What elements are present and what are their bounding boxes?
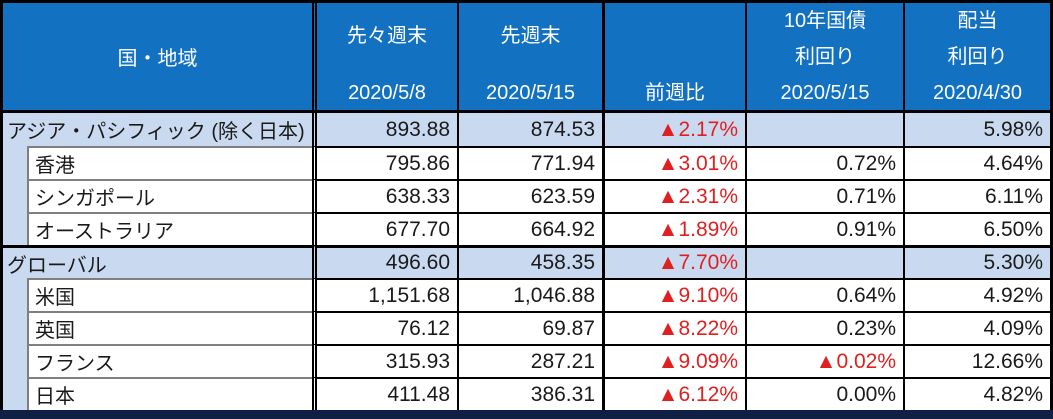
country-label: シンガポール (27, 179, 312, 212)
prev2-value: 315.93 (312, 344, 457, 377)
prev2-value: 411.48 (312, 377, 457, 410)
bond-yield-value: ▲0.02% (745, 344, 903, 377)
wow-change-value: ▲9.10% (602, 278, 745, 311)
dividend-yield-value: 4.64% (903, 146, 1050, 179)
header-10y-bond-yield-line2: 利回り (795, 46, 855, 68)
country-label-cell: オーストラリア (3, 212, 312, 245)
wow-change-value: ▲6.12% (602, 377, 745, 410)
country-row-france: フランス 315.93 287.21 ▲9.09% ▲0.02% 12.66% (3, 344, 1050, 377)
dividend-yield-value: 12.66% (903, 344, 1050, 377)
dividend-yield-value: 5.30% (903, 245, 1050, 278)
prev1-value: 386.31 (457, 377, 602, 410)
header-dividend-yield-date: 2020/4/30 (933, 82, 1022, 104)
country-label: 米国 (27, 278, 312, 311)
dividend-yield-value: 5.98% (903, 113, 1050, 146)
country-label: 英国 (27, 311, 312, 344)
country-label: グローバル (3, 245, 312, 278)
country-label: オーストラリア (27, 212, 312, 245)
country-label-cell: 日本 (3, 377, 312, 410)
country-label-cell: フランス (3, 344, 312, 377)
country-label: 日本 (27, 377, 312, 410)
header-10y-bond-yield-line1: 10年国債 (783, 10, 867, 32)
country-row-usa: 米国 1,151.68 1,046.88 ▲9.10% 0.64% 4.92% (3, 278, 1050, 311)
bond-yield-value (745, 245, 903, 278)
header-10y-bond-yield: 10年国債 利回り 2020/5/15 (745, 3, 903, 110)
bond-yield-value: 0.64% (745, 278, 903, 311)
country-label-cell: 米国 (3, 278, 312, 311)
dividend-yield-value: 6.50% (903, 212, 1050, 245)
bond-yield-value: 0.71% (745, 179, 903, 212)
header-last-week: 先週末 2020/5/15 (457, 3, 602, 110)
country-row-singapore: シンガポール 638.33 623.59 ▲2.31% 0.71% 6.11% (3, 179, 1050, 212)
table-header-row: 国・地域 先々週末 2020/5/8 先週末 2020/5/15 前週比 10年… (3, 3, 1050, 113)
header-wow-change: 前週比 (602, 3, 745, 110)
country-label-cell: 香港 (3, 146, 312, 179)
bond-yield-value: 0.91% (745, 212, 903, 245)
prev1-value: 287.21 (457, 344, 602, 377)
wow-change-value: ▲2.17% (602, 113, 745, 146)
header-last-week-label: 先週末 (500, 25, 561, 47)
prev1-value: 458.35 (457, 245, 602, 278)
header-dividend-yield-line2: 利回り (947, 46, 1008, 68)
prev2-value: 496.60 (312, 245, 457, 278)
header-week-before-last-date: 2020/5/8 (348, 82, 426, 104)
country-row-hong-kong: 香港 795.86 771.94 ▲3.01% 0.72% 4.64% (3, 146, 1050, 179)
prev1-value: 664.92 (457, 212, 602, 245)
dividend-yield-value: 4.09% (903, 311, 1050, 344)
wow-change-value: ▲1.89% (602, 212, 745, 245)
prev1-value: 874.53 (457, 113, 602, 146)
prev1-value: 771.94 (457, 146, 602, 179)
prev2-value: 677.70 (312, 212, 457, 245)
prev2-value: 1,151.68 (312, 278, 457, 311)
prev1-value: 1,046.88 (457, 278, 602, 311)
dividend-yield-value: 6.11% (903, 179, 1050, 212)
header-dividend-yield: 配当 利回り 2020/4/30 (903, 3, 1050, 110)
header-10y-bond-yield-date: 2020/5/15 (780, 82, 870, 104)
prev1-value: 623.59 (457, 179, 602, 212)
wow-change-value: ▲7.70% (602, 245, 745, 278)
header-week-before-last: 先々週末 2020/5/8 (312, 3, 457, 110)
prev2-value: 795.86 (312, 146, 457, 179)
country-label: アジア・パシフィック (除く日本) (3, 113, 312, 146)
country-label-cell: シンガポール (3, 179, 312, 212)
country-label: 香港 (27, 146, 312, 179)
prev2-value: 76.12 (312, 311, 457, 344)
group-row-asia-pacific: アジア・パシフィック (除く日本) 893.88 874.53 ▲2.17% 5… (3, 113, 1050, 146)
header-last-week-date: 2020/5/15 (486, 82, 575, 104)
dividend-yield-value: 4.92% (903, 278, 1050, 311)
header-wow-change-label: 前週比 (645, 82, 705, 104)
header-country: 国・地域 (3, 3, 312, 110)
country-row-australia: オーストラリア 677.70 664.92 ▲1.89% 0.91% 6.50% (3, 212, 1050, 245)
wow-change-value: ▲8.22% (602, 311, 745, 344)
prev1-value: 69.87 (457, 311, 602, 344)
bottom-accent-bar (0, 410, 1053, 419)
dividend-yield-value: 4.82% (903, 377, 1050, 410)
country-row-japan: 日本 411.48 386.31 ▲6.12% 0.00% 4.82% (3, 377, 1050, 410)
wow-change-value: ▲3.01% (602, 146, 745, 179)
bond-yield-value: 0.23% (745, 311, 903, 344)
table-body: 国・地域 先々週末 2020/5/8 先週末 2020/5/15 前週比 10年… (0, 0, 1053, 410)
country-label: フランス (27, 344, 312, 377)
bond-yield-value: 0.72% (745, 146, 903, 179)
prev2-value: 893.88 (312, 113, 457, 146)
header-week-before-last-label: 先々週末 (347, 25, 427, 47)
country-label-cell: 英国 (3, 311, 312, 344)
country-row-uk: 英国 76.12 69.87 ▲8.22% 0.23% 4.09% (3, 311, 1050, 344)
wow-change-value: ▲9.09% (602, 344, 745, 377)
group-row-global: グローバル 496.60 458.35 ▲7.70% 5.30% (3, 245, 1050, 278)
header-dividend-yield-line1: 配当 (957, 10, 998, 32)
header-country-label: 国・地域 (117, 48, 198, 70)
wow-change-value: ▲2.31% (602, 179, 745, 212)
prev2-value: 638.33 (312, 179, 457, 212)
bond-yield-value: 0.00% (745, 377, 903, 410)
bond-yield-value (745, 113, 903, 146)
